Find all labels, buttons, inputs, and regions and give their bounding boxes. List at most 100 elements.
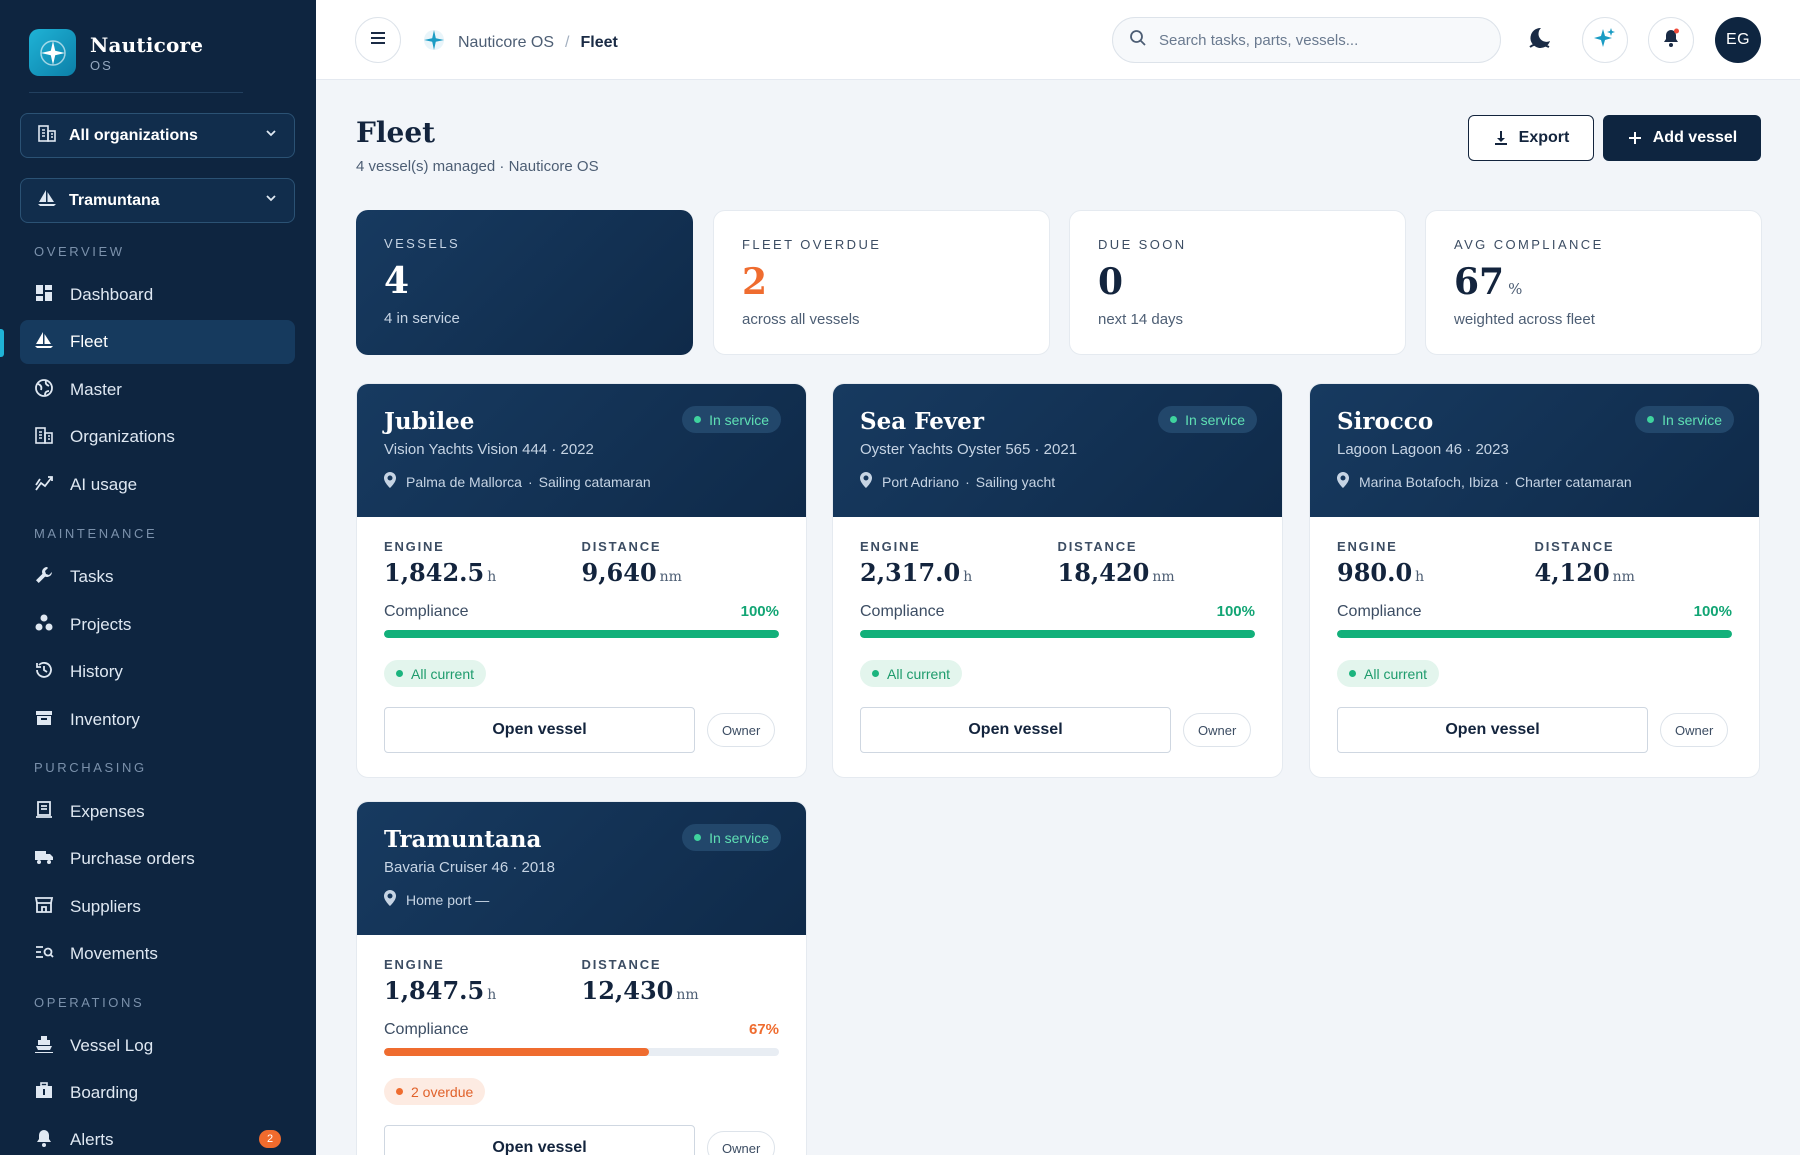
bell-icon	[1660, 27, 1682, 54]
sidebar-item-label: Organizations	[70, 427, 175, 446]
truck-icon	[34, 847, 54, 872]
compliance-progress-fill	[384, 1048, 649, 1056]
distance-metric: DISTANCE 4,120 nm	[1534, 539, 1635, 587]
section-purchasing: PURCHASING	[34, 760, 147, 775]
sidebar-item-label: Tasks	[70, 567, 114, 586]
compliance-label: Compliance	[1337, 603, 1422, 620]
organization-select[interactable]: All organizations	[20, 113, 295, 158]
moon-icon	[1527, 25, 1553, 56]
sidebar-item-movements[interactable]: Movements	[20, 932, 295, 976]
search-input[interactable]	[1159, 31, 1479, 49]
sidebar-item-organizations[interactable]: Organizations	[20, 415, 295, 459]
compliance-progress-fill	[860, 630, 1255, 638]
separator-dot: ·	[1504, 473, 1509, 490]
compass-logo-icon	[29, 29, 76, 76]
wrench-icon	[34, 565, 54, 590]
sidebar-item-expenses[interactable]: Expenses	[20, 790, 295, 834]
sailboat-icon	[34, 330, 54, 355]
stat-value: 2	[742, 261, 768, 303]
sidebar-item-tasks[interactable]: Tasks	[20, 555, 295, 599]
download-icon	[1494, 131, 1507, 145]
vessel-location: Marina Botafoch, Ibiza · Charter catamar…	[1337, 472, 1732, 491]
sidebar-item-label: AI usage	[70, 475, 138, 494]
compliance-progress-bar	[384, 1048, 779, 1056]
status-badge: In service	[1158, 406, 1257, 433]
open-vessel-button[interactable]: Open vessel	[384, 1125, 695, 1155]
vessel-select[interactable]: Tramuntana	[20, 178, 295, 223]
plus-icon	[1628, 132, 1641, 144]
vessel-card-sirocco: Sirocco Lagoon Lagoon 46 · 2023 Marina B…	[1309, 383, 1760, 778]
sailboat-icon	[37, 188, 57, 213]
stat-value: 67%	[1454, 261, 1523, 303]
stat-card-vessels: VESSELS 4 4 in service	[356, 210, 693, 355]
stat-unit: %	[1508, 280, 1523, 298]
sidebar-item-history[interactable]: History	[20, 650, 295, 694]
sidebar-item-projects[interactable]: Projects	[20, 603, 295, 647]
engine-metric: ENGINE 2,317.0 h	[860, 539, 973, 587]
brand[interactable]: Nauticore OS	[29, 29, 203, 76]
compliance-percent: 100%	[1693, 603, 1732, 620]
projects-icon	[34, 613, 54, 638]
distance-metric: DISTANCE 12,430 nm	[581, 957, 699, 1005]
add-vessel-button[interactable]: Add vessel	[1603, 115, 1761, 161]
owner-role-pill[interactable]: Owner	[1183, 713, 1252, 747]
sidebar-item-boarding[interactable]: Boarding	[20, 1071, 295, 1115]
stat-label: AVG COMPLIANCE	[1454, 237, 1604, 252]
sidebar-item-alerts[interactable]: Alerts 2	[20, 1118, 295, 1155]
breadcrumb: Nauticore OS / Fleet	[422, 28, 618, 57]
stat-sub: weighted across fleet	[1454, 311, 1595, 328]
sidebar-item-purchase-orders[interactable]: Purchase orders	[20, 837, 295, 881]
owner-role-pill[interactable]: Owner	[707, 1131, 776, 1155]
active-indicator	[0, 329, 4, 357]
compliance-row: Compliance 100%	[384, 603, 779, 621]
vessel-type: Sailing catamaran	[538, 473, 651, 490]
sidebar-item-label: Master	[70, 380, 122, 399]
globe-icon	[34, 378, 54, 403]
avatar[interactable]: EG	[1715, 17, 1761, 63]
vessel-model: Vision Yachts Vision 444 · 2022	[384, 441, 594, 458]
vessel-name: Sea Fever	[860, 408, 984, 435]
vessel-location: Palma de Mallorca · Sailing catamaran	[384, 472, 779, 491]
vessel-card-sea-fever: Sea Fever Oyster Yachts Oyster 565 · 202…	[832, 383, 1283, 778]
sidebar-item-suppliers[interactable]: Suppliers	[20, 885, 295, 929]
receipt-icon	[34, 800, 54, 825]
storefront-icon	[34, 895, 54, 920]
separator-dot: ·	[527, 473, 533, 490]
sidebar-item-label: Purchase orders	[70, 849, 195, 868]
sidebar-item-label: Suppliers	[70, 897, 141, 916]
compliance-row: Compliance 100%	[1337, 603, 1732, 621]
export-button[interactable]: Export	[1468, 115, 1594, 161]
status-badge: In service	[1635, 406, 1734, 433]
stat-label: FLEET OVERDUE	[742, 237, 882, 252]
notifications-button[interactable]	[1648, 17, 1694, 63]
distance-metric: DISTANCE 9,640 nm	[581, 539, 682, 587]
owner-role-pill[interactable]: Owner	[707, 713, 776, 747]
sidebar-item-label: History	[70, 662, 123, 681]
compliance-progress-bar	[1337, 630, 1732, 638]
sidebar-item-ai-usage[interactable]: AI usage	[20, 463, 295, 507]
compliance-row: Compliance 67%	[384, 1021, 779, 1039]
chevron-down-icon	[264, 126, 278, 145]
sidebar-item-fleet[interactable]: Fleet	[20, 320, 295, 364]
sidebar-item-dashboard[interactable]: Dashboard	[20, 273, 295, 317]
vessel-card-body: ENGINE 1,842.5 h DISTANCE 9,640 nm Complia…	[357, 517, 806, 777]
compliance-progress-bar	[860, 630, 1255, 638]
vessel-port: Port Adriano	[882, 473, 960, 490]
open-vessel-button[interactable]: Open vessel	[860, 707, 1171, 753]
search-bar[interactable]	[1112, 17, 1501, 63]
sidebar-item-vessel-log[interactable]: Vessel Log	[20, 1024, 295, 1068]
breadcrumb-root[interactable]: Nauticore OS	[458, 33, 555, 51]
open-vessel-button[interactable]: Open vessel	[1337, 707, 1648, 753]
vessel-location: Home port —	[384, 890, 779, 909]
sidebar-item-inventory[interactable]: Inventory	[20, 698, 295, 742]
vessel-card-header: Tramuntana Bavaria Cruiser 46 · 2018 Hom…	[357, 802, 806, 935]
sidebar-item-label: Fleet	[70, 332, 108, 351]
owner-role-pill[interactable]: Owner	[1660, 713, 1729, 747]
sidebar-item-master[interactable]: Master	[20, 368, 295, 412]
open-vessel-button[interactable]: Open vessel	[384, 707, 695, 753]
sidebar-item-label: Expenses	[70, 802, 145, 821]
menu-toggle-button[interactable]	[355, 17, 401, 63]
compliance-progress-fill	[1337, 630, 1732, 638]
theme-toggle-button[interactable]	[1517, 17, 1563, 63]
ai-assistant-button[interactable]	[1582, 17, 1628, 63]
